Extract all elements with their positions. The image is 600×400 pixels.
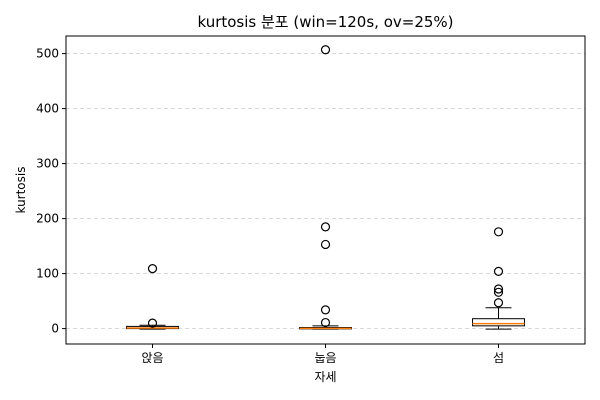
- box-group-3: [472, 227, 525, 330]
- outlier-point: [493, 287, 504, 297]
- x-tick-label: 앉음: [141, 351, 163, 365]
- outlier-point: [493, 227, 504, 237]
- box-iqr: [472, 318, 525, 327]
- y-tick-label: 400: [36, 102, 59, 116]
- outlier-point: [493, 266, 504, 276]
- plot-area-frame: [65, 35, 586, 345]
- y-tick-label: 100: [36, 267, 59, 281]
- outlier-point: [147, 264, 158, 274]
- outlier-point: [147, 318, 158, 328]
- y-axis-label: kurtosis: [14, 166, 28, 213]
- y-tick-label: 200: [36, 212, 59, 226]
- plot-marks: [126, 45, 525, 330]
- grid-lines: [66, 53, 585, 330]
- y-tick-label: 300: [36, 157, 59, 171]
- x-tick-label: 섬: [493, 351, 504, 365]
- outlier-point: [320, 45, 331, 55]
- box-group-2: [299, 45, 352, 330]
- y-tick-label: 0: [51, 322, 59, 336]
- outlier-point: [493, 284, 504, 294]
- x-tick-label: 눕음: [314, 351, 336, 365]
- outlier-point: [320, 222, 331, 232]
- outlier-point: [320, 317, 331, 328]
- box-group-1: [126, 264, 179, 330]
- outlier-point: [493, 298, 504, 308]
- y-axis: 0 100 200 300 400 500: [36, 47, 66, 336]
- outlier-point: [320, 239, 331, 250]
- chart-title: kurtosis 분포 (win=120s, ov=25%): [197, 13, 453, 31]
- x-axis: 앉음 눕음 섬: [141, 344, 504, 365]
- x-axis-label: 자세: [314, 370, 336, 384]
- outlier-point: [320, 305, 331, 315]
- y-tick-label: 500: [36, 47, 59, 61]
